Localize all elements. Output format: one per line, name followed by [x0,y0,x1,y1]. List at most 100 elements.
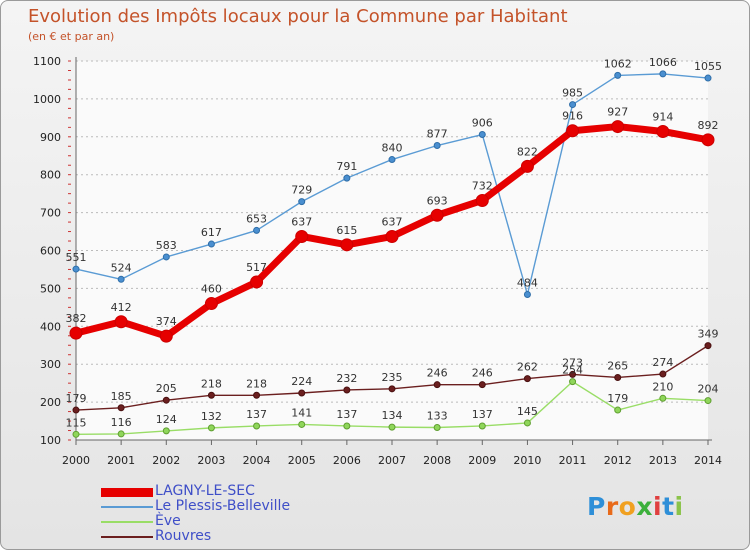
data-label-eve: 254 [562,364,583,377]
data-label-eve: 134 [382,409,403,422]
y-tick-label: 100 [40,434,61,447]
point-plessis [253,226,261,234]
y-tick-label: 300 [40,358,61,371]
point-plessis [207,240,215,248]
data-label-eve: 137 [472,408,493,421]
legend-item-lagny[interactable]: LAGNY-LE-SEC [101,483,361,499]
x-tick-label: 2010 [513,454,541,467]
data-label-eve: 132 [201,410,222,423]
point-plessis [614,71,622,79]
data-label-plessis: 985 [562,87,583,100]
legend-item-rouvres[interactable]: Rouvres [101,528,361,544]
point-eve [659,394,667,402]
series-layer [69,70,715,438]
point-eve [478,422,486,430]
logo-letter: o [618,492,637,521]
y-tick-label: 500 [40,282,61,295]
point-plessis [117,275,125,283]
data-label-lagny: 637 [291,215,312,228]
y-tick-label: 800 [40,169,61,182]
data-label-plessis: 729 [291,184,312,197]
y-tick-label: 700 [40,207,61,220]
data-label-lagny: 517 [246,261,267,274]
y-tick-label: 1000 [33,93,61,106]
data-label-lagny: 927 [607,106,628,119]
point-rouvres [659,370,667,378]
data-label-rouvres: 179 [66,392,87,405]
data-label-eve: 137 [246,408,267,421]
data-label-lagny: 460 [201,283,222,296]
point-plessis [659,70,667,78]
data-label-rouvres: 265 [607,359,628,372]
data-label-plessis: 617 [201,226,222,239]
data-label-plessis: 906 [472,117,493,130]
point-plessis [433,142,441,150]
data-label-lagny: 892 [698,119,719,132]
x-tick-label: 2002 [152,454,180,467]
logo-letter: i [674,492,684,521]
data-label-plessis: 524 [111,261,132,274]
data-label-eve: 145 [517,405,538,418]
point-lagny [204,297,218,311]
point-lagny [611,120,625,134]
y-tick-label: 200 [40,396,61,409]
data-label-rouvres: 232 [336,372,357,385]
data-label-eve: 204 [698,383,719,396]
point-plessis [478,131,486,139]
data-label-lagny: 732 [472,179,493,192]
point-plessis [343,174,351,182]
point-rouvres [388,385,396,393]
point-plessis [72,265,80,273]
legend-label-lagny: LAGNY-LE-SEC [155,483,255,499]
point-rouvres [162,396,170,404]
point-rouvres [569,370,577,378]
series-rouvres [72,342,712,414]
data-label-plessis: 1062 [604,57,632,70]
point-rouvres [704,342,712,350]
point-rouvres [478,381,486,389]
chart-subtitle: (en € et par an) [28,30,115,43]
x-tick-label: 2005 [288,454,316,467]
point-lagny [114,315,128,329]
data-label-rouvres: 224 [291,375,312,388]
proxiti-logo[interactable]: Proxiti [587,492,684,521]
x-tick-label: 2014 [694,454,722,467]
point-rouvres [207,391,215,399]
point-eve [433,423,441,431]
point-lagny [701,133,715,147]
point-eve [569,378,577,386]
point-rouvres [614,373,622,381]
point-eve [388,423,396,431]
point-rouvres [343,386,351,394]
logo-letter: i [653,492,663,521]
point-eve [614,406,622,414]
data-label-lagny: 637 [382,215,403,228]
legend: LAGNY-LE-SEC Le Plessis-Belleville Ève R… [101,483,361,544]
x-tick-label: 2011 [559,454,587,467]
data-label-rouvres: 218 [246,377,267,390]
data-label-plessis: 583 [156,239,177,252]
point-lagny [159,329,173,343]
point-eve [523,419,531,427]
data-label-rouvres: 349 [698,328,719,341]
point-eve [207,424,215,432]
data-label-rouvres: 262 [517,361,538,374]
data-label-plessis: 791 [336,160,357,173]
legend-item-eve[interactable]: Ève [101,513,361,529]
data-label-rouvres: 235 [382,371,403,384]
legend-item-plessis[interactable]: Le Plessis-Belleville [101,498,361,514]
legend-swatch-plessis [101,505,153,508]
data-label-eve: 116 [111,416,132,429]
point-lagny [295,229,309,243]
series-eve [72,378,712,438]
legend-label-rouvres: Rouvres [155,528,212,544]
data-label-lagny: 693 [427,194,448,207]
series-plessis [72,70,712,298]
point-rouvres [433,381,441,389]
point-eve [72,430,80,438]
point-eve [343,422,351,430]
point-rouvres [117,404,125,412]
data-label-plessis: 1066 [649,56,677,69]
